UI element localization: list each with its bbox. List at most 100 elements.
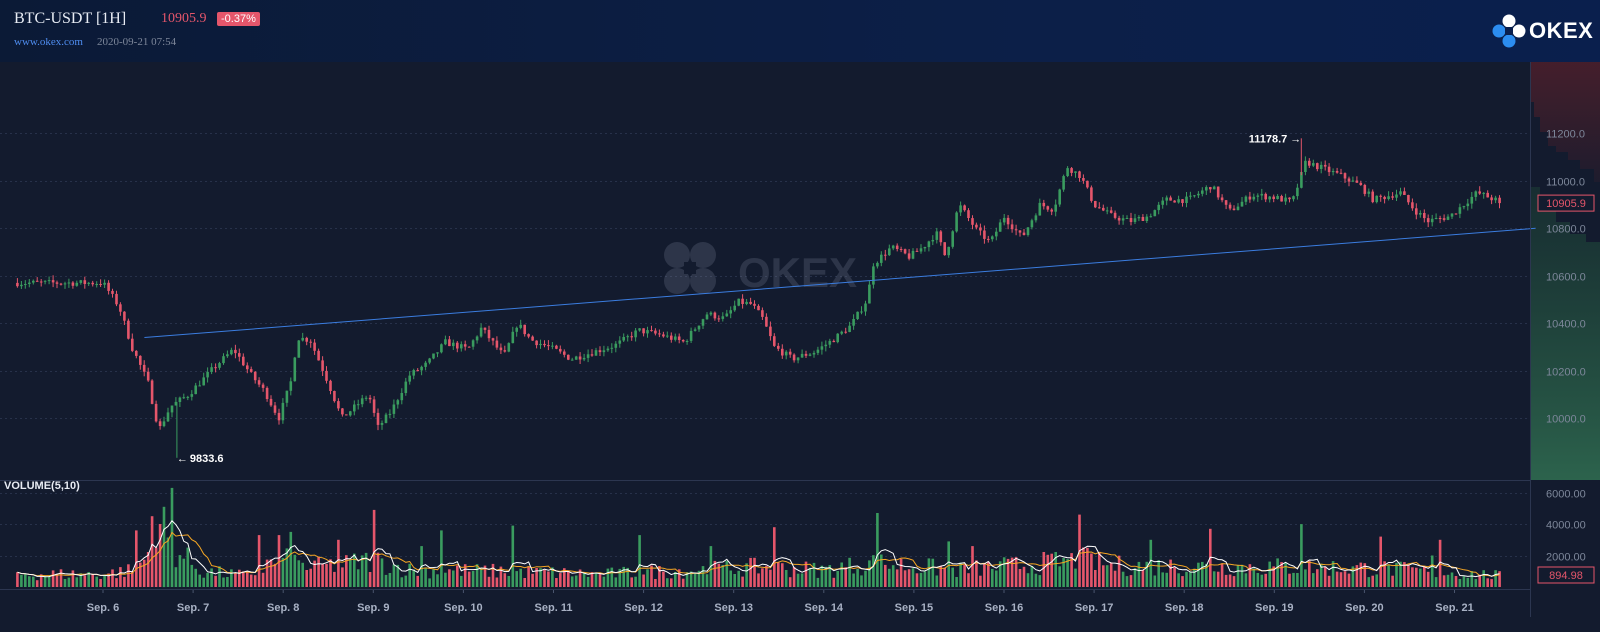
volume-bar	[638, 535, 641, 587]
candle-body	[1034, 215, 1038, 221]
volume-bar	[1367, 577, 1371, 587]
candle	[1256, 193, 1260, 202]
candle-body	[967, 210, 970, 218]
candle-body	[1323, 164, 1327, 167]
volume-bar	[337, 539, 340, 587]
volume-bar	[1086, 547, 1089, 587]
candle-body	[888, 248, 891, 256]
candle	[1359, 180, 1363, 186]
candle-body	[1474, 191, 1478, 197]
candle-body	[1212, 186, 1216, 190]
volume-bar	[899, 558, 903, 587]
candle-body	[412, 370, 415, 376]
candle-body	[1292, 196, 1295, 200]
candle	[1216, 186, 1220, 200]
candle	[1407, 194, 1410, 205]
candle	[594, 347, 598, 356]
candle	[356, 399, 360, 410]
candle	[1212, 185, 1216, 190]
volume-bar	[1038, 575, 1042, 587]
volume-bar	[586, 576, 590, 587]
candle	[460, 341, 463, 352]
candle-body	[479, 327, 483, 337]
trendline[interactable]	[144, 227, 1536, 338]
volume-bar	[654, 579, 657, 587]
candle-body	[1161, 200, 1164, 205]
candle-body	[131, 338, 134, 351]
candle-body	[622, 337, 625, 341]
volume-bar	[535, 568, 538, 587]
candle-body	[927, 241, 931, 248]
candle	[158, 418, 162, 430]
candle-body	[765, 316, 768, 327]
candle	[452, 339, 455, 350]
candle	[246, 362, 249, 374]
volume-bar	[345, 555, 348, 587]
candle-body	[91, 282, 94, 285]
volume-bar	[349, 559, 352, 587]
volume-bar	[460, 575, 463, 587]
candle-body	[1438, 218, 1442, 219]
volume-bar	[788, 577, 792, 587]
candle-body	[206, 371, 209, 378]
candle	[47, 276, 51, 285]
candle	[1165, 195, 1168, 206]
volume-bar	[226, 577, 229, 587]
candle-body	[71, 282, 75, 286]
site-link[interactable]: www.okex.com	[14, 36, 83, 48]
candle	[590, 349, 594, 357]
candle-body	[709, 312, 713, 315]
candle-body	[51, 280, 55, 283]
candle	[507, 342, 511, 353]
volume-bar	[880, 554, 883, 587]
candle-body	[305, 337, 308, 342]
volume-bars	[16, 487, 1501, 588]
volume-bar	[888, 568, 891, 587]
time-tick-label: Sep. 18	[1165, 602, 1204, 614]
volume-bar	[725, 560, 729, 587]
volume-bar	[1022, 566, 1026, 587]
candle	[301, 332, 304, 342]
candle	[582, 353, 586, 362]
candle	[971, 215, 974, 230]
candle-body	[1268, 196, 1271, 200]
candle	[428, 357, 431, 365]
candle	[107, 280, 110, 295]
volume-bar	[642, 574, 645, 587]
candle-body	[943, 242, 946, 256]
volume-bar	[103, 575, 106, 587]
volume-bar	[174, 567, 178, 587]
volume-bar	[1327, 575, 1331, 587]
candle-body	[903, 249, 907, 254]
chart-area[interactable]: OKEX 10000.0 10200.0 10400.0 10600.0 10800.0…	[0, 62, 1600, 632]
candle-body	[1284, 197, 1287, 202]
volume-bar	[20, 574, 23, 587]
volume-bar	[1351, 566, 1355, 587]
candle-body	[1300, 172, 1303, 188]
candle	[1201, 187, 1204, 197]
last-price-tag: 10905.9	[1537, 194, 1595, 212]
candle	[392, 399, 396, 418]
candle	[800, 349, 804, 358]
volume-bar	[277, 535, 281, 587]
volume-bar	[574, 575, 578, 587]
candle-body	[614, 343, 618, 348]
candle-body	[190, 394, 194, 397]
volume-tick-label: 4000.00	[1546, 520, 1586, 532]
okex-logo: OKEX	[1491, 14, 1593, 48]
candle-body	[67, 282, 71, 284]
volume-bar	[555, 578, 558, 587]
volume-bar	[396, 564, 400, 587]
candle-body	[1145, 216, 1149, 221]
volume-bar	[777, 562, 780, 587]
volume-ma5-line	[17, 520, 1500, 578]
candle	[1260, 188, 1264, 201]
candle-body	[420, 366, 423, 371]
volume-bar	[1316, 569, 1319, 587]
candle	[1280, 194, 1283, 202]
volume-bar	[1379, 536, 1382, 587]
volume-bar	[1042, 552, 1046, 587]
candle-body	[1018, 230, 1022, 233]
candle	[935, 227, 939, 244]
candle-body	[1482, 192, 1485, 194]
